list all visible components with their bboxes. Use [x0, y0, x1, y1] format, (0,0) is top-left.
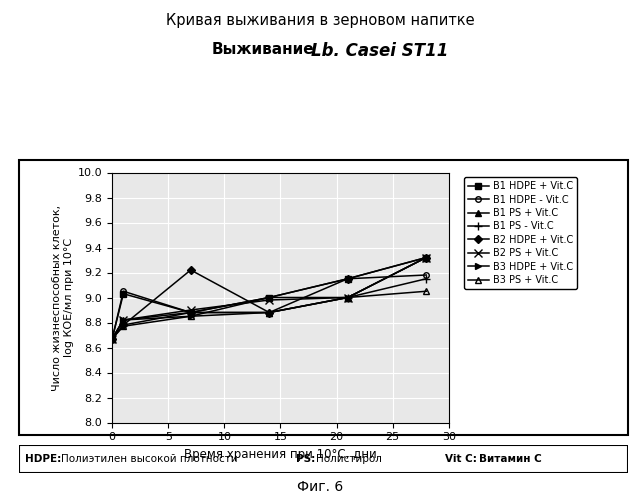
Line: B1 HDPE - Vit.C: B1 HDPE - Vit.C — [110, 272, 429, 342]
B1 HDPE - Vit.C — [265, 294, 273, 300]
X-axis label: Время хранения при 10°C, дни: Время хранения при 10°C, дни — [184, 448, 377, 461]
B1 PS - Vit.C — [265, 310, 273, 316]
B1 PS - Vit.C — [108, 336, 116, 342]
B2 PS + Vit.C — [344, 294, 351, 300]
Text: Витамин С: Витамин С — [479, 454, 542, 464]
B2 PS + Vit.C — [265, 297, 273, 303]
Text: Полистирол: Полистирол — [317, 454, 382, 464]
B3 HDPE + Vit.C — [344, 294, 351, 300]
B3 HDPE + Vit.C — [422, 254, 430, 260]
B2 PS + Vit.C — [422, 254, 430, 260]
B1 HDPE - Vit.C — [344, 276, 351, 282]
B2 HDPE + Vit.C — [344, 276, 351, 282]
B3 PS + Vit.C — [265, 310, 273, 316]
Text: PS:: PS: — [296, 454, 315, 464]
B3 PS + Vit.C — [119, 323, 127, 329]
B1 HDPE - Vit.C — [119, 288, 127, 294]
B1 HDPE + Vit.C — [108, 336, 116, 342]
B1 PS + Vit.C — [265, 310, 273, 316]
B1 PS - Vit.C — [187, 310, 195, 316]
Line: B1 HDPE + Vit.C: B1 HDPE + Vit.C — [110, 254, 429, 342]
B1 PS + Vit.C — [344, 294, 351, 300]
B1 HDPE + Vit.C — [187, 310, 195, 316]
Text: Фиг. 6: Фиг. 6 — [297, 480, 344, 494]
B1 PS + Vit.C — [187, 310, 195, 316]
Line: B1 PS - Vit.C: B1 PS - Vit.C — [108, 274, 431, 343]
B3 PS + Vit.C — [187, 313, 195, 320]
B3 HDPE + Vit.C — [265, 294, 273, 300]
B3 PS + Vit.C — [344, 294, 351, 300]
Text: Кривая выживания в зерновом напитке: Кривая выживания в зерновом напитке — [166, 12, 475, 28]
B1 PS - Vit.C — [344, 294, 351, 300]
Line: B3 PS + Vit.C: B3 PS + Vit.C — [110, 288, 429, 342]
B2 HDPE + Vit.C — [119, 322, 127, 328]
Text: Полиэтилен высокой плотности: Полиэтилен высокой плотности — [61, 454, 237, 464]
Text: Lb. Casei ST11: Lb. Casei ST11 — [311, 42, 448, 60]
B1 PS + Vit.C — [422, 254, 430, 260]
B3 HDPE + Vit.C — [187, 313, 195, 320]
B1 HDPE + Vit.C — [422, 254, 430, 260]
B2 HDPE + Vit.C — [265, 310, 273, 316]
B1 PS - Vit.C — [119, 322, 127, 328]
B1 HDPE + Vit.C — [344, 276, 351, 282]
B1 PS + Vit.C — [119, 317, 127, 323]
B3 HDPE + Vit.C — [119, 317, 127, 323]
B1 PS - Vit.C — [422, 276, 430, 282]
B2 HDPE + Vit.C — [108, 336, 116, 342]
B3 HDPE + Vit.C — [108, 336, 116, 342]
Y-axis label: Число жизнеспособных клеток,
log КОЕ/мл при 10°C: Число жизнеспособных клеток, log КОЕ/мл … — [52, 204, 74, 390]
Text: HDPE:: HDPE: — [26, 454, 62, 464]
Line: B1 PS + Vit.C: B1 PS + Vit.C — [110, 254, 429, 342]
B1 PS + Vit.C — [108, 336, 116, 342]
Line: B2 PS + Vit.C: B2 PS + Vit.C — [108, 254, 431, 343]
B2 PS + Vit.C — [108, 336, 116, 342]
B1 HDPE + Vit.C — [119, 290, 127, 296]
B2 HDPE + Vit.C — [187, 267, 195, 273]
Text: Выживание: Выживание — [212, 42, 314, 58]
B1 HDPE + Vit.C — [265, 294, 273, 300]
Line: B2 HDPE + Vit.C: B2 HDPE + Vit.C — [110, 254, 429, 342]
B1 HDPE - Vit.C — [108, 336, 116, 342]
B2 PS + Vit.C — [119, 317, 127, 323]
Text: Vit C:: Vit C: — [445, 454, 478, 464]
B2 HDPE + Vit.C — [422, 254, 430, 260]
B3 PS + Vit.C — [422, 288, 430, 294]
B1 HDPE - Vit.C — [187, 310, 195, 316]
Line: B3 HDPE + Vit.C: B3 HDPE + Vit.C — [110, 254, 429, 342]
B1 HDPE - Vit.C — [422, 272, 430, 278]
B3 PS + Vit.C — [108, 336, 116, 342]
B2 PS + Vit.C — [187, 307, 195, 313]
Legend: B1 HDPE + Vit.C, B1 HDPE - Vit.C, B1 PS + Vit.C, B1 PS - Vit.C, B2 HDPE + Vit.C,: B1 HDPE + Vit.C, B1 HDPE - Vit.C, B1 PS … — [463, 178, 577, 289]
